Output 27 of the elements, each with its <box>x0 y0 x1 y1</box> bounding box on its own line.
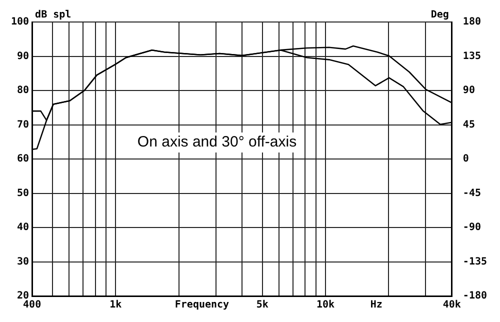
x-tick-label: 400 <box>23 300 42 311</box>
x-tick-label: 5k <box>256 300 268 311</box>
y-tick-label: 60 <box>17 154 30 165</box>
y2-tick-label: -45 <box>462 188 481 199</box>
y-tick-label: 90 <box>17 50 30 62</box>
x-tick-label: 10k <box>316 300 335 311</box>
y2-tick-label: 45 <box>462 119 475 130</box>
y2-tick-label: -135 <box>462 256 488 268</box>
y-tick-label: 70 <box>17 119 30 130</box>
y-tick-label: 50 <box>17 188 30 199</box>
y-tick-label: 40 <box>17 222 30 234</box>
y2-tick-label: -90 <box>462 222 481 234</box>
y2-tick-label: -180 <box>462 290 488 302</box>
y-tick-label: 30 <box>17 256 30 268</box>
y2-tick-label: 180 <box>462 16 481 28</box>
x-axis-title: Frequency <box>174 300 230 311</box>
annotation: On axis and 30° off-axis <box>137 134 297 151</box>
y2-tick-label: 90 <box>462 85 475 96</box>
y-tick-label: 80 <box>17 85 30 96</box>
x-tick-label: 1k <box>110 300 122 311</box>
y2-tick-label: 135 <box>462 50 481 62</box>
x-tick-label: 40k <box>442 300 461 311</box>
y2-axis-title: Deg <box>430 10 449 21</box>
y-tick-label: 100 <box>11 16 30 28</box>
y-axis-title: dB spl <box>35 10 72 21</box>
y2-tick-label: 0 <box>462 154 469 165</box>
text: Hz <box>370 300 382 311</box>
